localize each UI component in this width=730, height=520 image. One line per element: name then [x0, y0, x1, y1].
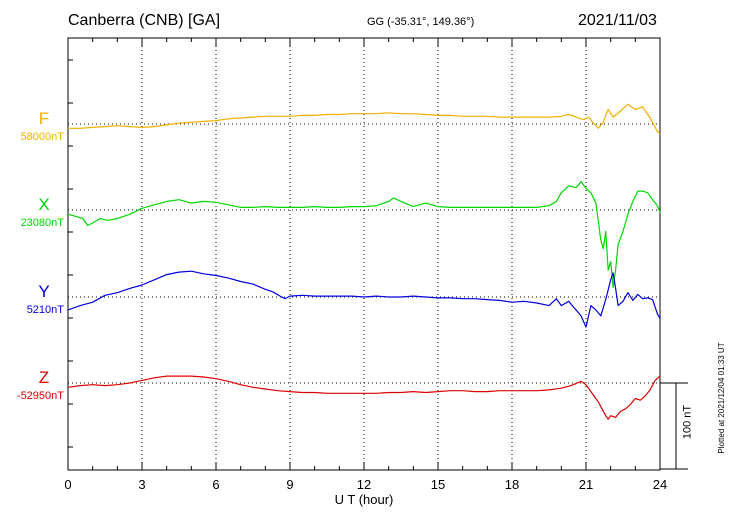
series-baseline-y: 5210nT	[26, 304, 64, 316]
x-tick-label: 3	[138, 477, 145, 492]
x-tick-label: 18	[505, 477, 519, 492]
station-coordinates: GG (-35.31°, 149.36°)	[367, 16, 475, 28]
x-axis-label: U T (hour)	[335, 492, 394, 507]
series-baseline-f: 58000nT	[20, 131, 64, 143]
x-ticks: 0 3 6 9 12 15 18 21 24 U T (hour)	[64, 38, 667, 507]
plotted-timestamp: Plotted at 2021/12/04 01:33 UT	[717, 342, 726, 454]
series-name-f: F	[38, 109, 50, 128]
x-tick-label: 9	[286, 477, 293, 492]
scale-bar	[660, 382, 688, 470]
scale-bar-label: 100 nT	[681, 404, 694, 440]
series-layer	[67, 103, 661, 420]
x-tick-label: 12	[357, 477, 371, 492]
series-line-f	[68, 103, 661, 134]
series-name-y: Y	[38, 282, 50, 301]
series-name-x: X	[38, 195, 50, 214]
series-name-z: Z	[38, 368, 50, 387]
date-label: 2021/11/03	[578, 12, 657, 29]
x-tick-label: 21	[579, 477, 593, 492]
x-tick-label: 0	[64, 477, 71, 492]
series-baseline-x: 23080nT	[20, 217, 64, 229]
x-tick-label: 15	[431, 477, 445, 492]
series-line-x	[67, 181, 661, 288]
series-line-y	[67, 270, 661, 328]
series-line-z	[67, 375, 661, 420]
series-baseline-z: -52950nT	[16, 390, 64, 402]
station-title: Canberra (CNB) [GA]	[68, 12, 221, 29]
grid	[68, 38, 660, 470]
x-tick-label: 24	[653, 477, 667, 492]
x-tick-label: 6	[212, 477, 219, 492]
